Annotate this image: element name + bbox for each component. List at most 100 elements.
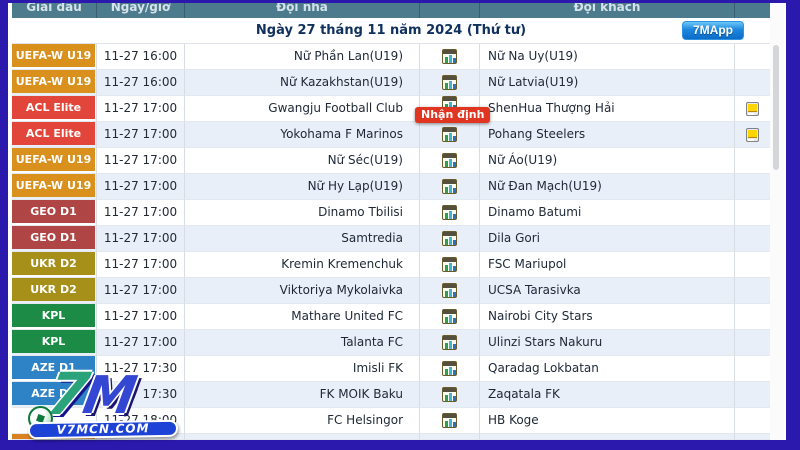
table-row[interactable]: UEFA-W U19 11-27 16:00 Nữ Phần Lan(U19) Nữ … — [12, 44, 770, 70]
column-header-blank-5 — [735, 3, 770, 18]
match-time: 11-27 17:30 — [97, 356, 185, 382]
stats-cell — [420, 148, 480, 174]
note-cell — [735, 148, 770, 174]
note-icon[interactable] — [746, 101, 759, 116]
table-row[interactable]: UKR D2 11-27 17:00 Viktoriya Mykolaivka UCS… — [12, 278, 770, 304]
note-cell — [735, 96, 770, 122]
date-title: Ngày 27 tháng 11 năm 2024 (Thứ tư) — [255, 23, 527, 38]
home-team[interactable]: Dinamo Tbilisi — [185, 200, 420, 226]
stats-icon[interactable] — [442, 179, 457, 194]
note-cell — [735, 408, 770, 434]
table-row[interactable]: 11-27 18:00 FC Helsingor HB Koge — [12, 408, 770, 434]
stats-icon[interactable] — [442, 205, 457, 220]
table-row[interactable]: UKR D2 11-27 17:00 Kremin Kremenchuk FSC Ma… — [12, 252, 770, 278]
home-team[interactable]: Nữ Hy Lạp(U19) — [185, 174, 420, 200]
table-row[interactable]: AZE D1 11-27 17:30 Imisli FK Qaradag Lokbat… — [12, 356, 770, 382]
league-badge[interactable]: UEFA-W U19 — [12, 174, 95, 197]
scrollbar-thumb[interactable] — [773, 45, 779, 170]
home-team[interactable]: Viktoriya Mykolaivka — [185, 278, 420, 304]
away-team[interactable]: FSC Mariupol — [480, 252, 735, 278]
table-row[interactable]: AZE D1 11-27 17:30 FK MOIK Baku Zaqatala FK — [12, 382, 770, 408]
home-team[interactable]: Nữ Kazakhstan(U19) — [185, 70, 420, 96]
league-badge[interactable]: ACL Elite — [12, 122, 95, 145]
analysis-badge[interactable]: Nhận định — [415, 107, 491, 123]
stats-icon[interactable] — [442, 309, 457, 324]
scrollbar-track[interactable] — [770, 3, 784, 440]
stats-icon[interactable] — [442, 127, 457, 142]
away-team[interactable]: Ulinzi Stars Nakuru — [480, 330, 735, 356]
home-team[interactable]: Kremin Kremenchuk — [185, 252, 420, 278]
league-badge[interactable]: UEFA-W U19 — [12, 44, 95, 67]
league-badge-cell: ACL Elite — [12, 96, 97, 122]
away-team[interactable]: Nữ Na Uy(U19) — [480, 44, 735, 70]
away-team[interactable]: Zaqatala FK — [480, 382, 735, 408]
home-team[interactable]: Nữ Phần Lan(U19) — [185, 44, 420, 70]
stats-icon[interactable] — [442, 283, 457, 298]
league-badge[interactable]: GEO D1 — [12, 200, 95, 223]
home-team[interactable]: Mathare United FC — [185, 304, 420, 330]
league-badge-cell: AZE D1 — [12, 356, 97, 382]
table-row[interactable]: UEFA-W U19 11-27 17:00 Nữ Hy Lạp(U19) Nữ Đa… — [12, 174, 770, 200]
league-badge[interactable]: UKR D2 — [12, 252, 95, 275]
home-team[interactable]: Yokohama F Marinos — [185, 122, 420, 148]
away-team[interactable]: Nữ Latvia(U19) — [480, 70, 735, 96]
away-team[interactable]: Nairobi City Stars — [480, 304, 735, 330]
table-row[interactable]: GEO D1 11-27 17:00 Dinamo Tbilisi Dinamo Ba… — [12, 200, 770, 226]
table-row[interactable]: KPL 11-27 17:00 Talanta FC Ulinzi Stars Nak… — [12, 330, 770, 356]
league-badge[interactable]: ACL Elite — [12, 96, 95, 119]
stats-icon[interactable] — [442, 257, 457, 272]
stats-icon[interactable] — [442, 153, 457, 168]
home-team[interactable]: Samtredia — [185, 226, 420, 252]
table-row[interactable]: ACL Elite 11-27 17:00 Gwangju Football Clu… — [12, 96, 770, 123]
7mapp-button[interactable]: 7MApp — [682, 21, 744, 40]
league-badge[interactable]: AZE D1 — [12, 382, 95, 405]
stats-icon[interactable] — [442, 361, 457, 376]
league-badge[interactable]: GEO D1 — [12, 226, 95, 249]
away-team[interactable]: Dinamo Batumi — [480, 200, 735, 226]
table-row[interactable]: UEFA-W U19 11-27 16:00 Nữ Kazakhstan(U19) N… — [12, 70, 770, 96]
match-time: 11-27 17:00 — [97, 96, 185, 122]
match-time: 11-27 17:00 — [97, 148, 185, 174]
home-team[interactable]: Nữ Séc(U19) — [185, 148, 420, 174]
table-row[interactable]: KPL 11-27 17:00 Mathare United FC Nairobi C… — [12, 304, 770, 330]
away-team[interactable]: Nữ Áo(U19) — [480, 148, 735, 174]
table-row[interactable]: GEO D1 11-27 17:00 Samtredia Dila Gori — [12, 226, 770, 252]
league-badge-cell: UEFA-W U19 — [12, 174, 97, 200]
match-time: 11-27 17:00 — [97, 278, 185, 304]
home-team[interactable]: Gwangju Football Club — [185, 96, 420, 122]
home-team[interactable]: FC Helsingor — [185, 408, 420, 434]
stats-icon[interactable] — [442, 387, 457, 402]
stats-cell — [420, 200, 480, 226]
league-badge[interactable]: UKR D2 — [12, 278, 95, 301]
table-row[interactable]: ACL Elite 11-27 17:00 Yokohama F Marinos Po… — [12, 122, 770, 148]
league-badge[interactable]: AZE D1 — [12, 356, 95, 379]
table-row[interactable]: UEFA-W U19 11-27 17:00 Nữ Séc(U19) Nữ Áo(U1… — [12, 148, 770, 174]
away-team[interactable]: Pohang Steelers — [480, 122, 735, 148]
away-team[interactable]: ShenHua Thượng Hải — [480, 96, 735, 122]
stats-cell — [420, 44, 480, 70]
stats-icon[interactable] — [442, 335, 457, 350]
away-team[interactable]: HB Koge — [480, 408, 735, 434]
note-icon[interactable] — [746, 127, 759, 142]
stats-icon[interactable] — [442, 231, 457, 246]
league-badge[interactable]: KPL — [12, 330, 95, 353]
stats-cell — [420, 226, 480, 252]
home-team[interactable]: FK MOIK Baku — [185, 382, 420, 408]
match-time: 11-27 17:30 — [97, 382, 185, 408]
away-team[interactable]: UCSA Tarasivka — [480, 278, 735, 304]
away-team[interactable]: Dila Gori — [480, 226, 735, 252]
stats-icon[interactable] — [442, 75, 457, 90]
home-team[interactable]: Imisli FK — [185, 356, 420, 382]
match-time: 11-27 17:00 — [97, 330, 185, 356]
stats-icon[interactable] — [442, 413, 457, 428]
league-badge-cell: KPL — [12, 330, 97, 356]
away-team[interactable]: Nữ Đan Mạch(U19) — [480, 174, 735, 200]
home-team[interactable]: Talanta FC — [185, 330, 420, 356]
stats-cell — [420, 122, 480, 148]
away-team[interactable]: Qaradag Lokbatan — [480, 356, 735, 382]
league-badge[interactable]: UEFA-W U19 — [12, 148, 95, 171]
league-badge[interactable]: KPL — [12, 304, 95, 327]
stats-icon[interactable] — [442, 49, 457, 64]
league-badge[interactable]: UEFA-W U19 — [12, 70, 95, 93]
